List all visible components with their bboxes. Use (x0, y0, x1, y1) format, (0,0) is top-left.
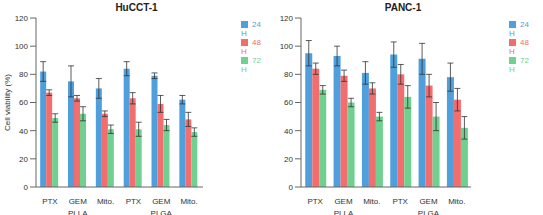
html-text:72H: 72H (509, 56, 529, 74)
svg-text:PTX: PTX (42, 197, 58, 206)
html-text:48H: 48H (509, 38, 529, 56)
svg-text:GEM: GEM (334, 197, 353, 206)
svg-text:Mito.: Mito. (363, 197, 380, 206)
svg-text:0: 0 (289, 183, 294, 192)
svg-text:Mito.: Mito. (97, 197, 114, 206)
svg-text:PLGA: PLGA (151, 209, 173, 215)
svg-text:Mito.: Mito. (448, 197, 465, 206)
html-text:HuCCT-1: HuCCT-1 (115, 2, 158, 13)
svg-text:60: 60 (284, 98, 293, 107)
svg-text:20: 20 (19, 155, 28, 164)
svg-text:Mito.: Mito. (180, 197, 197, 206)
svg-text:40: 40 (19, 127, 28, 136)
svg-text:0: 0 (24, 183, 29, 192)
svg-text:PLLA: PLLA (334, 209, 354, 215)
html-text:72H: 72H (241, 56, 261, 74)
svg-text:GEM: GEM (69, 197, 88, 206)
svg-text:120: 120 (15, 14, 29, 23)
html-text:PANC-1: PANC-1 (384, 2, 422, 13)
html-text:24H: 24H (509, 20, 529, 38)
svg-text:120: 120 (280, 14, 294, 23)
svg-text:PTX: PTX (307, 197, 323, 206)
svg-text:PLLA: PLLA (68, 209, 88, 215)
svg-text:20: 20 (284, 155, 293, 164)
svg-text:100: 100 (280, 42, 294, 51)
html-text:24H: 24H (241, 20, 261, 38)
svg-text:PTX: PTX (392, 197, 408, 206)
svg-text:100: 100 (15, 42, 29, 51)
svg-text:GEM: GEM (152, 197, 171, 206)
svg-text:Cell viability (%): Cell viability (%) (8, 74, 12, 131)
svg-text:40: 40 (284, 127, 293, 136)
svg-text:PLGA: PLGA (418, 209, 440, 215)
svg-text:80: 80 (19, 70, 28, 79)
svg-text:60: 60 (19, 98, 28, 107)
svg-text:GEM: GEM (419, 197, 438, 206)
svg-text:80: 80 (284, 70, 293, 79)
svg-text:PTX: PTX (126, 197, 142, 206)
html-text:48H: 48H (241, 38, 261, 56)
